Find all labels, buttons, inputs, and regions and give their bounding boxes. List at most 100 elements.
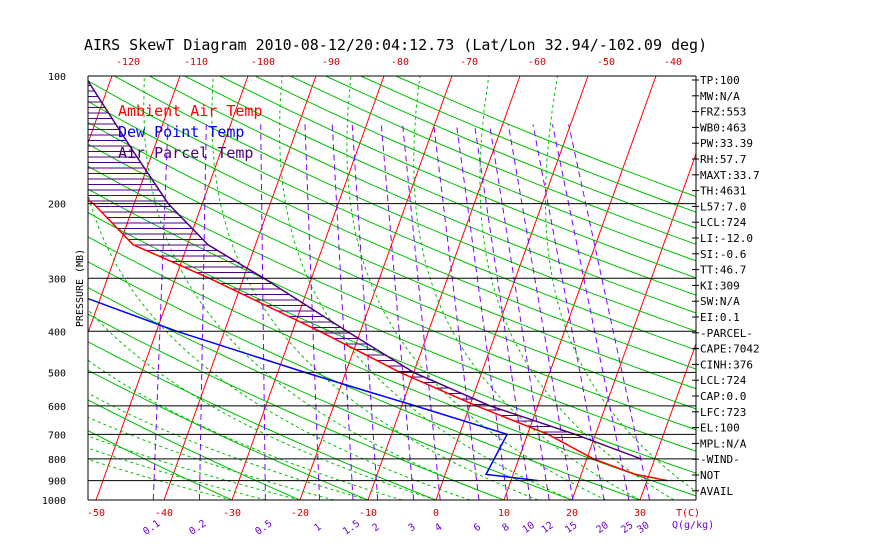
- stability-index-label: MPL:N/A: [700, 437, 747, 450]
- legend-entry: Ambient Air Temp: [118, 102, 263, 120]
- dry-adiabat-line: [88, 341, 437, 500]
- bottom-temp-tick-label: -50: [87, 508, 105, 519]
- top-temp-tick-label: -70: [460, 57, 478, 68]
- mixing-ratio-line: [198, 124, 207, 500]
- mixing-ratio-tick-label: 6: [472, 522, 483, 534]
- moist-adiabat-line: [544, 76, 696, 493]
- stability-index-label: SI:-0.6: [700, 248, 746, 261]
- mixing-ratio-tick-label: 1: [312, 522, 323, 534]
- stability-index-label: LFC:723: [700, 406, 746, 419]
- dry-adiabat-line: [88, 261, 641, 500]
- top-temp-tick-label: -90: [322, 57, 340, 68]
- moist-adiabat-line: [88, 192, 471, 500]
- dewpoint-line: [88, 297, 539, 482]
- stability-index-label: MAXT:33.7: [700, 169, 760, 182]
- legend-entry: Dew Point Temp: [118, 123, 244, 141]
- top-temp-tick-label: -40: [664, 57, 682, 68]
- pressure-tick-label: 1000: [42, 496, 66, 507]
- stability-index-label: SW:N/A: [700, 295, 740, 308]
- dry-adiabat-line: [88, 313, 505, 500]
- bottom-temp-tick-label: 10: [498, 508, 510, 519]
- ambient-temp-line: [88, 199, 668, 482]
- mixing-ratio-line: [455, 124, 508, 500]
- mixing-ratio-line: [433, 124, 480, 500]
- moist-adiabat-line: [479, 76, 675, 500]
- pressure-tick-label: 900: [48, 477, 66, 488]
- top-temp-tick-label: -120: [116, 57, 140, 68]
- moist-adiabat-line: [346, 76, 607, 500]
- isotherm-line: [88, 76, 181, 335]
- dry-adiabat-line: [114, 76, 696, 332]
- pressure-tick-label: 400: [48, 327, 66, 338]
- x-axis-label: T(C): [676, 508, 700, 519]
- dry-adiabat-line: [88, 369, 369, 500]
- bottom-temp-tick-label: 0: [433, 508, 439, 519]
- stability-index-label: L57:7.0: [700, 200, 746, 213]
- stability-index-label: RH:57.7: [700, 153, 746, 166]
- top-temp-tick-label: -110: [184, 57, 208, 68]
- mixing-ratio-tick-label: 2: [371, 522, 382, 534]
- isotherm-line: [435, 76, 589, 500]
- mixing-ratio-tick-label: 20: [595, 520, 611, 536]
- isotherm-line: [299, 76, 453, 500]
- mixing-ratio-tick-label: 12: [540, 520, 556, 536]
- mixing-ratio-tick-label: 1.5: [341, 518, 362, 537]
- mixing-ratio-line: [402, 124, 441, 500]
- stability-index-label: -WIND-: [700, 453, 740, 466]
- dry-adiabat-line: [360, 76, 696, 213]
- legend-entry: Air Parcel Temp: [118, 144, 253, 162]
- mixing-ratio-line: [380, 124, 415, 500]
- stability-index-label: EL:100: [700, 422, 740, 435]
- stability-index-label: LI:-12.0: [700, 232, 753, 245]
- isotherm-line: [639, 342, 696, 500]
- y-axis-label: PRESSURE (MB): [75, 249, 86, 327]
- mixing-ratio-tick-label: 3: [407, 522, 418, 534]
- isobar-lines: [88, 203, 696, 482]
- dry-adiabat-line: [88, 430, 233, 500]
- dry-adiabat-line: [88, 399, 301, 500]
- stability-index-label: LCL:724: [700, 374, 747, 387]
- mixing-ratio-line: [532, 124, 605, 500]
- dry-adiabat-line: [149, 76, 696, 314]
- mixing-ratio-line: [489, 124, 550, 500]
- chart-title: AIRS SkewT Diagram 2010-08-12/20:04:12.7…: [84, 36, 707, 54]
- stability-index-label: CINH:376: [700, 358, 753, 371]
- mixing-ratio-line: [260, 124, 266, 500]
- isotherm-line: [95, 76, 249, 500]
- stability-index-label: WB0:463: [700, 121, 746, 134]
- stability-index-label: -PARCEL-: [700, 327, 753, 340]
- stability-index-label: LCL:724: [700, 216, 747, 229]
- isotherm-line: [367, 76, 521, 500]
- mixing-ratio-line: [304, 124, 321, 500]
- stability-index-label: CAP:0.0: [700, 390, 746, 403]
- bottom-temp-tick-label: -30: [223, 508, 241, 519]
- bottom-temp-tick-label: 30: [634, 508, 646, 519]
- stability-index-label: FRZ:553: [700, 106, 746, 119]
- mixing-ratio-unit-label: Q(g/kg): [672, 520, 714, 531]
- mixing-ratio-line: [568, 124, 651, 500]
- isotherm-line: [503, 76, 657, 500]
- moist-adiabat-line: [88, 308, 437, 500]
- top-temp-tick-label: -50: [597, 57, 615, 68]
- dry-adiabat-line: [88, 212, 696, 474]
- stability-index-label: KI:309: [700, 279, 740, 292]
- isotherm-line: [844, 76, 870, 500]
- pressure-tick-label: 800: [48, 455, 66, 466]
- stability-index-label: TT:46.7: [700, 264, 746, 277]
- dry-adiabat-line: [184, 76, 696, 296]
- legend: Ambient Air Temp Dew Point Temp Air Parcel…: [118, 102, 263, 162]
- mixing-ratio-tick-label: 0.2: [187, 518, 208, 537]
- mixing-ratio-tick-label: 8: [500, 522, 511, 534]
- moist-adiabat-line: [88, 359, 403, 500]
- dry-adiabat-line: [219, 76, 696, 279]
- dry-adiabat-line: [88, 143, 696, 410]
- dry-adiabat-line: [88, 100, 696, 370]
- mixing-ratio-tick-label: 25: [619, 520, 635, 536]
- stability-index-label: NOT: [700, 469, 720, 482]
- mixing-ratio-tick-label: 4: [433, 522, 444, 534]
- isotherm-line: [571, 152, 696, 500]
- dry-adiabat-line: [88, 80, 696, 351]
- stability-index-label: EI:0.1: [700, 311, 740, 324]
- pressure-tick-label: 600: [48, 402, 66, 413]
